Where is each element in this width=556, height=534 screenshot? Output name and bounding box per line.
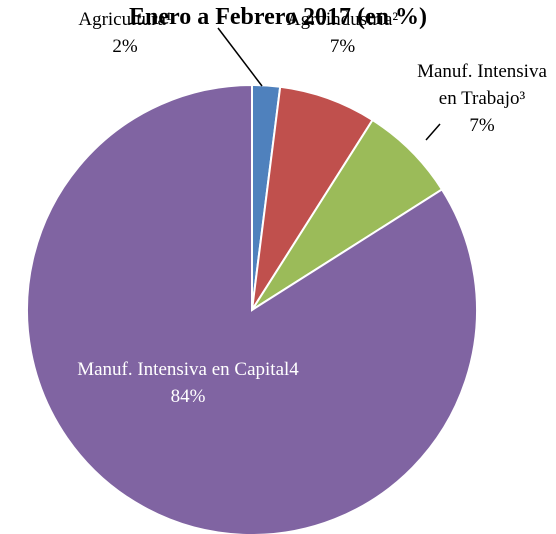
slice-label: Manuf. Intensiva en Trabajo³ 7%	[408, 58, 556, 139]
slice-label: Agroindustria² 7%	[255, 6, 430, 60]
category-label: Manuf. Intensiva en Trabajo³	[417, 61, 547, 109]
pie-slice	[26, 83, 478, 534]
category-label: Agroindustria²	[286, 9, 399, 30]
value-label: 7%	[329, 36, 356, 57]
chart-title: Enero a Febrero 2017 (en %)	[129, 4, 427, 30]
value-label: 84%	[170, 386, 206, 407]
leader-line	[425, 123, 441, 141]
value-label: 7%	[469, 115, 495, 136]
value-label: 2%	[112, 36, 138, 57]
category-label: Agricultura¹	[78, 9, 172, 30]
slice-label: Manuf. Intensiva en Capital4 84%	[68, 356, 308, 410]
slice-label: Agricultura¹ 2%	[60, 6, 190, 60]
category-label: Manuf. Intensiva en Capital4	[77, 359, 299, 380]
leader-line	[217, 27, 263, 87]
